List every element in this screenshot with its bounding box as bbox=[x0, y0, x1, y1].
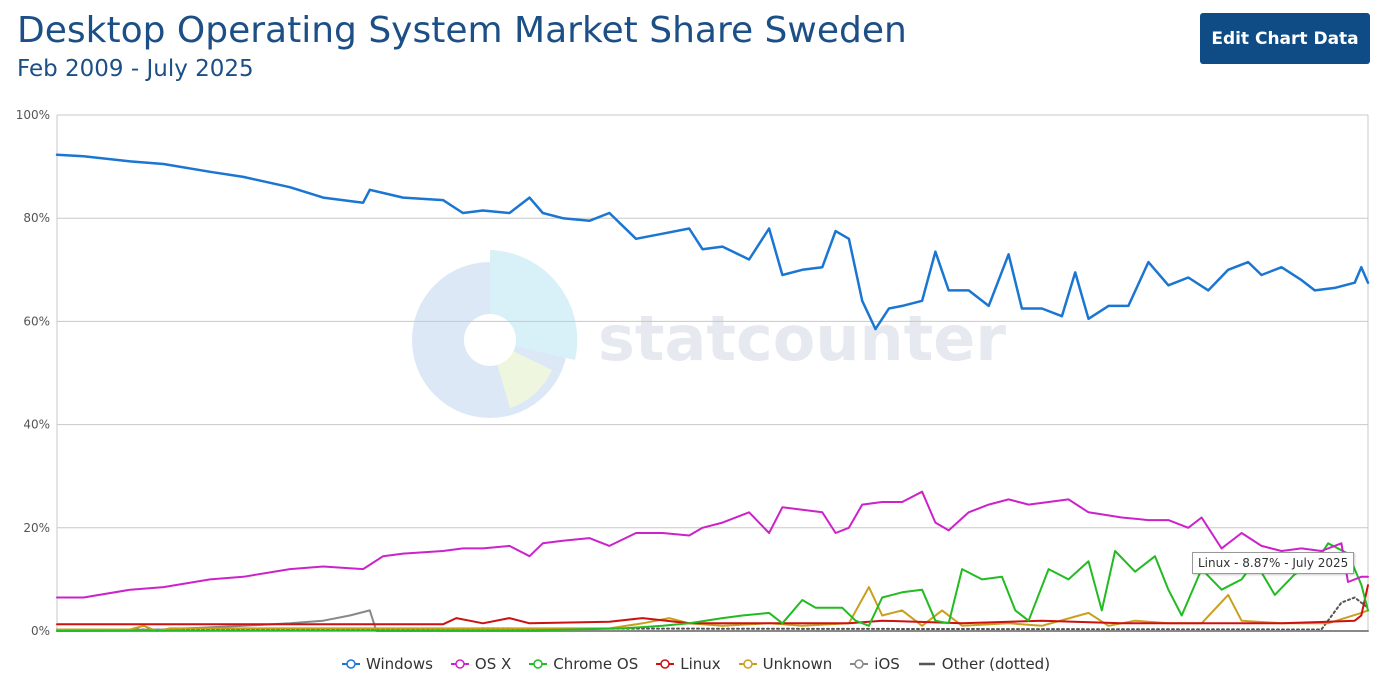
legend-label: iOS bbox=[874, 655, 900, 673]
watermark-text: statcounter bbox=[598, 302, 1006, 375]
chart-tooltip: Linux - 8.87% - July 2025 bbox=[1192, 552, 1355, 574]
y-tick-label: 20% bbox=[23, 521, 50, 535]
chart-legend: Windows OS X Chrome OS Linux Unknown iOS Other… bbox=[0, 652, 1392, 676]
legend-label: Unknown bbox=[762, 655, 833, 673]
page-title: Desktop Operating System Market Share Sw… bbox=[17, 10, 907, 51]
series-line-linux[interactable] bbox=[56, 584, 1369, 626]
legend-marker-icon bbox=[918, 662, 935, 666]
legend-item-windows[interactable]: Windows bbox=[341, 655, 433, 673]
legend-marker-dot bbox=[854, 659, 865, 669]
legend-marker-icon bbox=[450, 659, 469, 669]
legend-item-ios[interactable]: iOS bbox=[850, 655, 900, 673]
legend-item-linux[interactable]: Linux bbox=[656, 655, 721, 673]
legend-marker-icon bbox=[529, 659, 548, 669]
series-line-os-x[interactable] bbox=[56, 490, 1369, 599]
legend-marker-dot bbox=[346, 659, 356, 669]
series-line-windows[interactable] bbox=[55, 153, 1370, 331]
legend-label: Windows bbox=[365, 655, 433, 673]
series-line-unknown[interactable] bbox=[56, 586, 1369, 632]
y-tick-label: 40% bbox=[23, 418, 50, 432]
legend-marker-dot bbox=[660, 659, 670, 669]
legend-label: Linux bbox=[680, 655, 721, 673]
legend-marker-icon bbox=[738, 659, 757, 669]
y-axis: 0% 20% 40% 60% 80% 100% bbox=[16, 108, 50, 638]
y-tick-label: 60% bbox=[23, 314, 50, 328]
legend-label: Chrome OS bbox=[553, 655, 639, 673]
watermark-hole bbox=[464, 314, 516, 366]
statcounter-watermark: statcounter bbox=[412, 250, 1006, 418]
series-layer bbox=[55, 153, 1370, 632]
y-tick-label: 100% bbox=[16, 108, 50, 122]
y-tick-label: 80% bbox=[23, 211, 50, 225]
legend-marker-dot bbox=[455, 659, 465, 669]
legend-marker-dot bbox=[742, 659, 753, 669]
legend-item-other-dotted[interactable]: Other (dotted) bbox=[918, 655, 1050, 673]
line-chart: statcounter 0% 20% 40% 60% 80% 100% bbox=[16, 108, 1370, 638]
page-subtitle: Feb 2009 - July 2025 bbox=[17, 56, 254, 82]
edit-chart-data-button[interactable]: Edit Chart Data bbox=[1200, 13, 1370, 64]
legend-marker-icon bbox=[341, 659, 360, 669]
y-tick-label: 0% bbox=[31, 624, 50, 638]
legend-item-os-x[interactable]: OS X bbox=[450, 655, 512, 673]
legend-marker-dot bbox=[533, 659, 544, 669]
legend-label: OS X bbox=[474, 655, 512, 673]
series-line-chrome-os[interactable] bbox=[56, 542, 1369, 632]
legend-label: Other (dotted) bbox=[941, 655, 1051, 673]
legend-marker-icon bbox=[850, 659, 869, 669]
legend-item-unknown[interactable]: Unknown bbox=[738, 655, 833, 673]
legend-marker-icon bbox=[656, 659, 675, 669]
legend-item-chrome-os[interactable]: Chrome OS bbox=[529, 655, 638, 673]
